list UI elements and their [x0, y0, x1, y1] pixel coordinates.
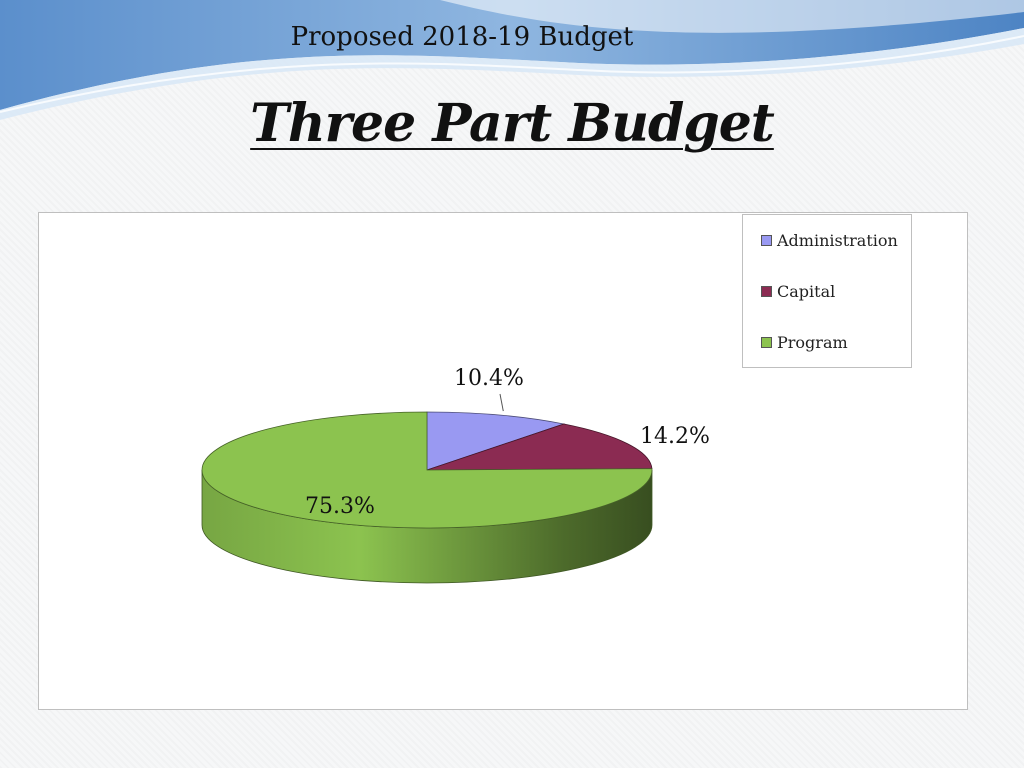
data-label-program: 75.3% — [305, 494, 375, 519]
pie-slice-administration — [426, 411, 566, 471]
legend-label-capital: Capital — [777, 282, 836, 301]
chart-legend: Administration Capital Program — [742, 214, 912, 368]
pie-slice-capital — [426, 423, 653, 471]
legend-label-program: Program — [777, 333, 848, 352]
legend-item-capital: Capital — [761, 282, 835, 301]
legend-item-program: Program — [761, 333, 848, 352]
legend-item-administration: Administration — [761, 231, 898, 250]
slide-title: Three Part Budget — [250, 93, 775, 154]
leader-line-administration — [499, 393, 504, 412]
legend-label-administration: Administration — [777, 231, 898, 250]
legend-swatch-administration — [761, 235, 772, 246]
chart-title: Proposed 2018-19 Budget — [290, 22, 634, 52]
pie-slice-program — [201, 411, 653, 529]
header-wave-banner — [0, 0, 1024, 120]
legend-swatch-program — [761, 337, 772, 348]
data-label-administration: 10.4% — [454, 366, 524, 391]
legend-swatch-capital — [761, 286, 772, 297]
data-label-capital: 14.2% — [640, 424, 710, 449]
